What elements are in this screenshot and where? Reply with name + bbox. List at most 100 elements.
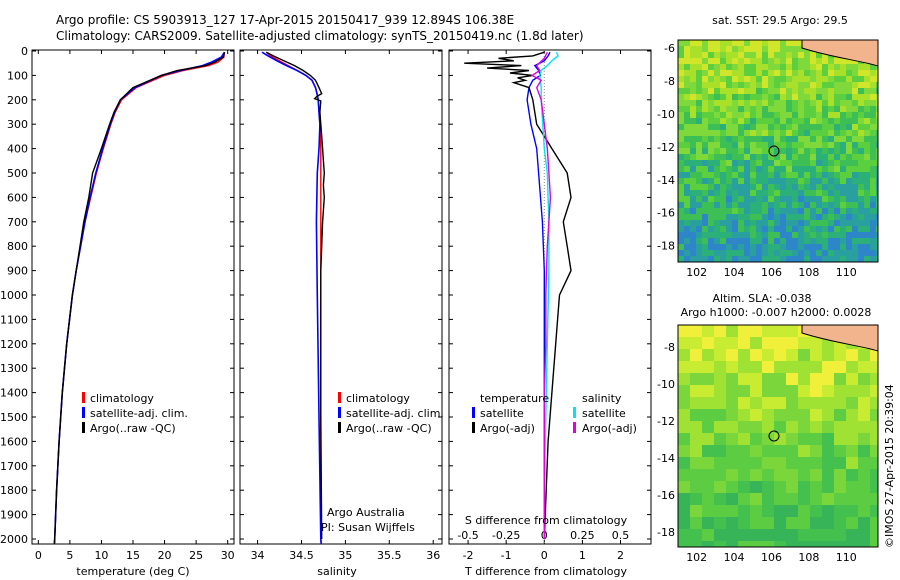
- map-cell: [798, 250, 804, 256]
- map-cell: [678, 166, 684, 172]
- map-cell: [720, 136, 726, 142]
- map-cell: [720, 106, 726, 112]
- map-cell: [702, 88, 708, 94]
- map-cell: [870, 226, 876, 232]
- map-cell: [792, 106, 798, 112]
- map-cell: [762, 457, 774, 469]
- map-cell: [852, 244, 858, 250]
- map-cell: [762, 202, 768, 208]
- map-cell: [750, 190, 756, 196]
- map-bottom-title-1: Altim. SLA: -0.038: [712, 292, 811, 305]
- map-cell: [846, 178, 852, 184]
- depth-tick-label: 1000: [0, 289, 28, 302]
- map-cell: [828, 142, 834, 148]
- map-cell: [678, 148, 684, 154]
- map-cell: [822, 493, 834, 505]
- map-cell: [870, 493, 878, 505]
- map-cell: [756, 40, 762, 46]
- map-cell: [684, 130, 690, 136]
- map-cell: [684, 154, 690, 160]
- map-cell: [726, 124, 732, 130]
- map-cell: [690, 166, 696, 172]
- map-cell: [732, 82, 738, 88]
- map-cell: [726, 325, 738, 337]
- map-cell: [702, 385, 714, 397]
- map-cell: [840, 178, 846, 184]
- map-cell: [810, 232, 816, 238]
- map-cell: [708, 70, 714, 76]
- map-cell: [702, 517, 714, 529]
- map-cell: [822, 82, 828, 88]
- map-cell: [690, 421, 702, 433]
- map-cell: [840, 166, 846, 172]
- map-cell: [696, 70, 702, 76]
- map-cell: [846, 202, 852, 208]
- map-cell: [798, 349, 810, 361]
- map-cell: [834, 142, 840, 148]
- map-cell: [774, 325, 786, 337]
- legend-label-temp-argo: Argo(-adj): [480, 422, 535, 435]
- map-cell: [840, 214, 846, 220]
- map-cell: [702, 421, 714, 433]
- map-cell: [678, 106, 684, 112]
- map-cell: [864, 76, 870, 82]
- map-cell: [786, 220, 792, 226]
- map-cell: [750, 481, 762, 493]
- map-cell: [846, 256, 852, 262]
- map-cell: [828, 118, 834, 124]
- map-cell: [876, 76, 878, 82]
- map-cell: [714, 94, 720, 100]
- map-cell: [828, 178, 834, 184]
- map-cell: [870, 529, 878, 541]
- map-cell: [870, 250, 876, 256]
- map-cell: [678, 184, 684, 190]
- x-tick-label: 30: [221, 549, 235, 562]
- map-cell: [738, 148, 744, 154]
- map-cell: [828, 208, 834, 214]
- map-cell: [720, 154, 726, 160]
- map-cell: [798, 397, 810, 409]
- map-cell: [690, 244, 696, 250]
- map-cell: [798, 166, 804, 172]
- map-cell: [750, 397, 762, 409]
- map-cell: [846, 433, 858, 445]
- legend-swatch-sal-satellite: [573, 407, 576, 418]
- map-cell: [840, 118, 846, 124]
- map-cell: [768, 112, 774, 118]
- map-cell: [774, 469, 786, 481]
- map-cell: [780, 70, 786, 76]
- map-cell: [858, 505, 870, 517]
- map-cell: [726, 457, 738, 469]
- map-cell: [810, 148, 816, 154]
- map-cell: [738, 118, 744, 124]
- map-cell: [738, 361, 750, 373]
- map-cell: [714, 160, 720, 166]
- map-cell: [696, 190, 702, 196]
- map-cell: [834, 469, 846, 481]
- map-cell: [738, 421, 750, 433]
- map-cell: [696, 142, 702, 148]
- map-cell: [876, 196, 878, 202]
- map-cell: [738, 100, 744, 106]
- map-cell: [876, 250, 878, 256]
- map-cell: [786, 142, 792, 148]
- map-cell: [708, 52, 714, 58]
- map-cell: [780, 160, 786, 166]
- map-cell: [762, 112, 768, 118]
- map-cell: [852, 70, 858, 76]
- temperature-xlabel: temperature (deg C): [76, 565, 189, 578]
- map-cell: [828, 64, 834, 70]
- map-cell: [780, 46, 786, 52]
- map-cell: [768, 172, 774, 178]
- map-cell: [822, 529, 834, 541]
- map-cell: [858, 373, 870, 385]
- map-cell: [726, 94, 732, 100]
- map-cell: [840, 184, 846, 190]
- legend-sal-heading: salinity: [582, 392, 622, 405]
- map-cell: [750, 178, 756, 184]
- map-cell: [792, 70, 798, 76]
- map-cell: [750, 256, 756, 262]
- map-cell: [816, 160, 822, 166]
- map-cell: [720, 82, 726, 88]
- map-cell: [708, 46, 714, 52]
